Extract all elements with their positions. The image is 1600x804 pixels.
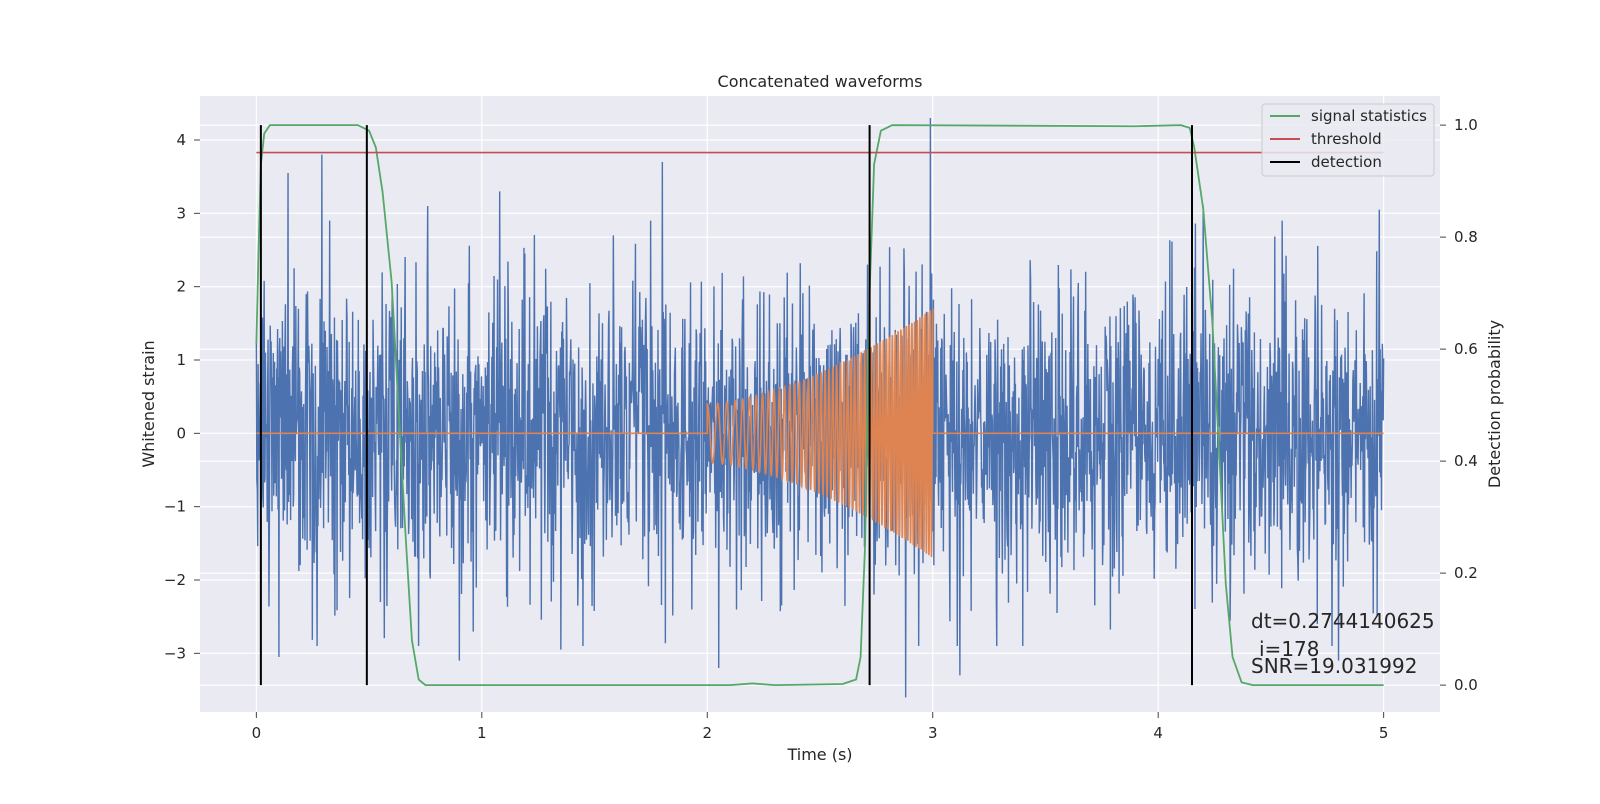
y2-tick-label: 1.0 — [1454, 116, 1478, 134]
series-layer — [255, 117, 1385, 698]
y2-axis-label: Detection probability — [1485, 320, 1504, 488]
x-tick-label: 0 — [252, 724, 262, 742]
legend: signal statistics threshold detection — [1261, 103, 1435, 177]
x-tick-label: 5 — [1379, 724, 1389, 742]
legend-label-threshold: threshold — [1311, 130, 1382, 148]
y-tick-label: 0 — [176, 424, 186, 442]
y2-tick-label: 0.8 — [1454, 228, 1478, 246]
x-tick-label: 4 — [1153, 724, 1163, 742]
y-tick-label: 2 — [176, 278, 186, 296]
legend-box — [1261, 103, 1435, 177]
legend-label-signal-statistics: signal statistics — [1311, 107, 1427, 125]
annotation-snr: SNR=19.031992 — [1251, 654, 1417, 678]
annotation-index: i=178 — [1259, 637, 1320, 661]
signal-statistics-line — [255, 124, 1384, 687]
y-tick-label: −3 — [164, 644, 186, 662]
y-tick-label: 4 — [176, 131, 186, 149]
strain-noise-line — [255, 117, 1385, 698]
chart-title: Concatenated waveforms — [718, 72, 923, 91]
annotation-dt: dt=0.2744140625 — [1251, 609, 1435, 633]
y2-tick-label: 0.2 — [1454, 564, 1478, 582]
y2-tick-label: 0.6 — [1454, 340, 1478, 358]
y2-tick-label: 0.4 — [1454, 452, 1478, 470]
y-tick-label: 3 — [176, 204, 186, 222]
x-tick-label: 1 — [477, 724, 487, 742]
x-tick-label: 3 — [928, 724, 938, 742]
y-tick-label: −1 — [164, 498, 186, 516]
x-tick-label: 2 — [702, 724, 712, 742]
y-tick-label: 1 — [176, 351, 186, 369]
injected-chirp-line — [256, 308, 1384, 558]
x-axis-label: Time (s) — [786, 745, 852, 764]
y-tick-label: −2 — [164, 571, 186, 589]
y-axis-label: Whitened strain — [139, 340, 158, 467]
legend-label-detection: detection — [1311, 153, 1382, 171]
y2-tick-label: 0.0 — [1454, 676, 1478, 694]
ticks-layer: 0 1 2 3 4 5 4 3 2 1 0 −1 −2 −3 1.0 0.8 0.6 0.4 0.2 0.0 — [164, 116, 1478, 742]
